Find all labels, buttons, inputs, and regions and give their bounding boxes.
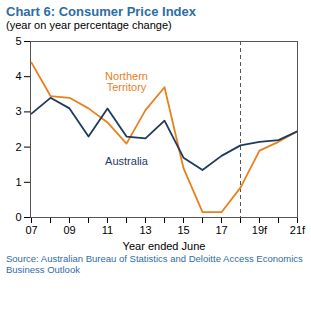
svg-text:21f: 21f: [290, 224, 306, 236]
svg-text:NorthernTerritory: NorthernTerritory: [105, 70, 148, 93]
svg-text:07: 07: [25, 224, 37, 236]
svg-text:2: 2: [15, 141, 21, 153]
svg-text:1: 1: [15, 176, 21, 188]
svg-text:11: 11: [102, 224, 113, 236]
svg-text:4: 4: [15, 70, 21, 82]
svg-text:15: 15: [177, 224, 189, 236]
svg-text:13: 13: [139, 224, 151, 236]
html-text:(year on year percentage chang: (year on year percentage change): [6, 19, 172, 31]
svg-text:0: 0: [15, 211, 21, 223]
html-text:Source: Australian Bureau of S: Source: Australian Bureau of Statistics …: [6, 253, 303, 276]
svg-text:09: 09: [63, 224, 75, 236]
svg-text:5: 5: [15, 35, 21, 47]
svg-text:3: 3: [15, 105, 21, 117]
svg-text:17: 17: [215, 224, 227, 236]
svg-text:Year ended June: Year ended June: [123, 240, 206, 252]
html-text:Chart 6: Consumer Price Index: Chart 6: Consumer Price Index: [6, 4, 196, 19]
svg-text:19f: 19f: [252, 224, 268, 236]
svg-text:Australia: Australia: [105, 155, 149, 167]
